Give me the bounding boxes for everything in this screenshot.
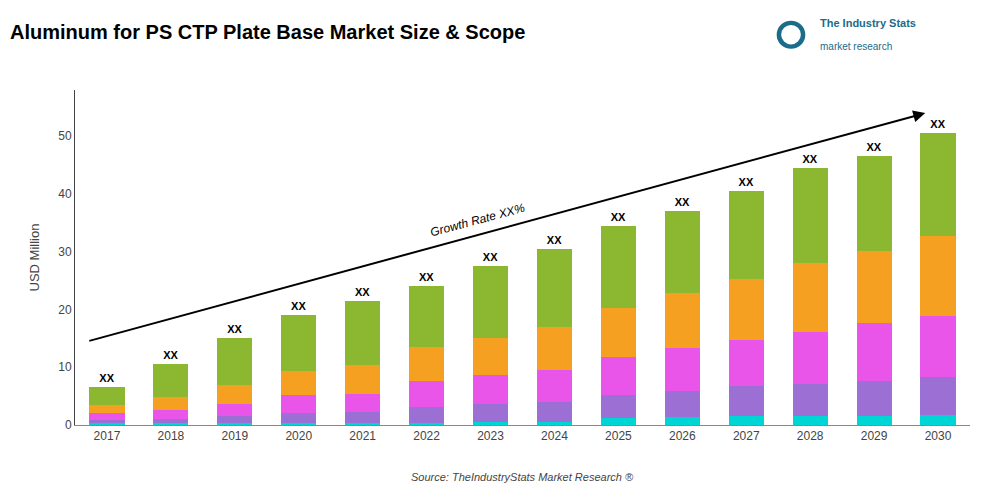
svg-text:XX: XX bbox=[547, 234, 562, 246]
svg-text:2020: 2020 bbox=[285, 429, 312, 443]
svg-text:2025: 2025 bbox=[605, 429, 632, 443]
svg-text:2024: 2024 bbox=[541, 429, 568, 443]
svg-text:Aluminum for PS CTP Plate Base: Aluminum for PS CTP Plate Base Market Si… bbox=[10, 21, 525, 43]
svg-text:Growth Rate XX%: Growth Rate XX% bbox=[429, 201, 527, 240]
svg-text:40: 40 bbox=[58, 187, 72, 201]
svg-text:10: 10 bbox=[58, 360, 72, 374]
svg-text:The Industry Stats: The Industry Stats bbox=[820, 17, 916, 29]
svg-text:XX: XX bbox=[930, 118, 945, 130]
svg-text:XX: XX bbox=[355, 286, 370, 298]
svg-text:XX: XX bbox=[803, 153, 818, 165]
svg-text:2023: 2023 bbox=[477, 429, 504, 443]
svg-text:XX: XX bbox=[866, 141, 881, 153]
svg-text:XX: XX bbox=[675, 196, 690, 208]
svg-text:2030: 2030 bbox=[925, 429, 952, 443]
svg-text:20: 20 bbox=[58, 303, 72, 317]
svg-text:market research: market research bbox=[820, 41, 892, 52]
svg-text:XX: XX bbox=[483, 251, 498, 263]
svg-text:50: 50 bbox=[58, 129, 72, 143]
svg-text:XX: XX bbox=[419, 271, 434, 283]
svg-text:XX: XX bbox=[291, 300, 306, 312]
svg-text:2017: 2017 bbox=[94, 429, 121, 443]
svg-text:2026: 2026 bbox=[669, 429, 696, 443]
svg-text:2022: 2022 bbox=[413, 429, 440, 443]
svg-text:XX: XX bbox=[611, 211, 626, 223]
svg-text:XX: XX bbox=[99, 372, 114, 384]
svg-text:2021: 2021 bbox=[349, 429, 376, 443]
svg-text:USD Million: USD Million bbox=[27, 224, 42, 292]
svg-text:2029: 2029 bbox=[861, 429, 888, 443]
svg-text:XX: XX bbox=[163, 349, 178, 361]
svg-text:2019: 2019 bbox=[221, 429, 248, 443]
svg-text:2018: 2018 bbox=[158, 429, 185, 443]
svg-text:30: 30 bbox=[58, 245, 72, 259]
svg-text:XX: XX bbox=[227, 323, 242, 335]
svg-text:2028: 2028 bbox=[797, 429, 824, 443]
svg-text:XX: XX bbox=[739, 176, 754, 188]
svg-text:0: 0 bbox=[65, 418, 72, 432]
svg-text:Source: TheIndustryStats Marke: Source: TheIndustryStats Market Research… bbox=[411, 471, 634, 483]
svg-text:2027: 2027 bbox=[733, 429, 760, 443]
